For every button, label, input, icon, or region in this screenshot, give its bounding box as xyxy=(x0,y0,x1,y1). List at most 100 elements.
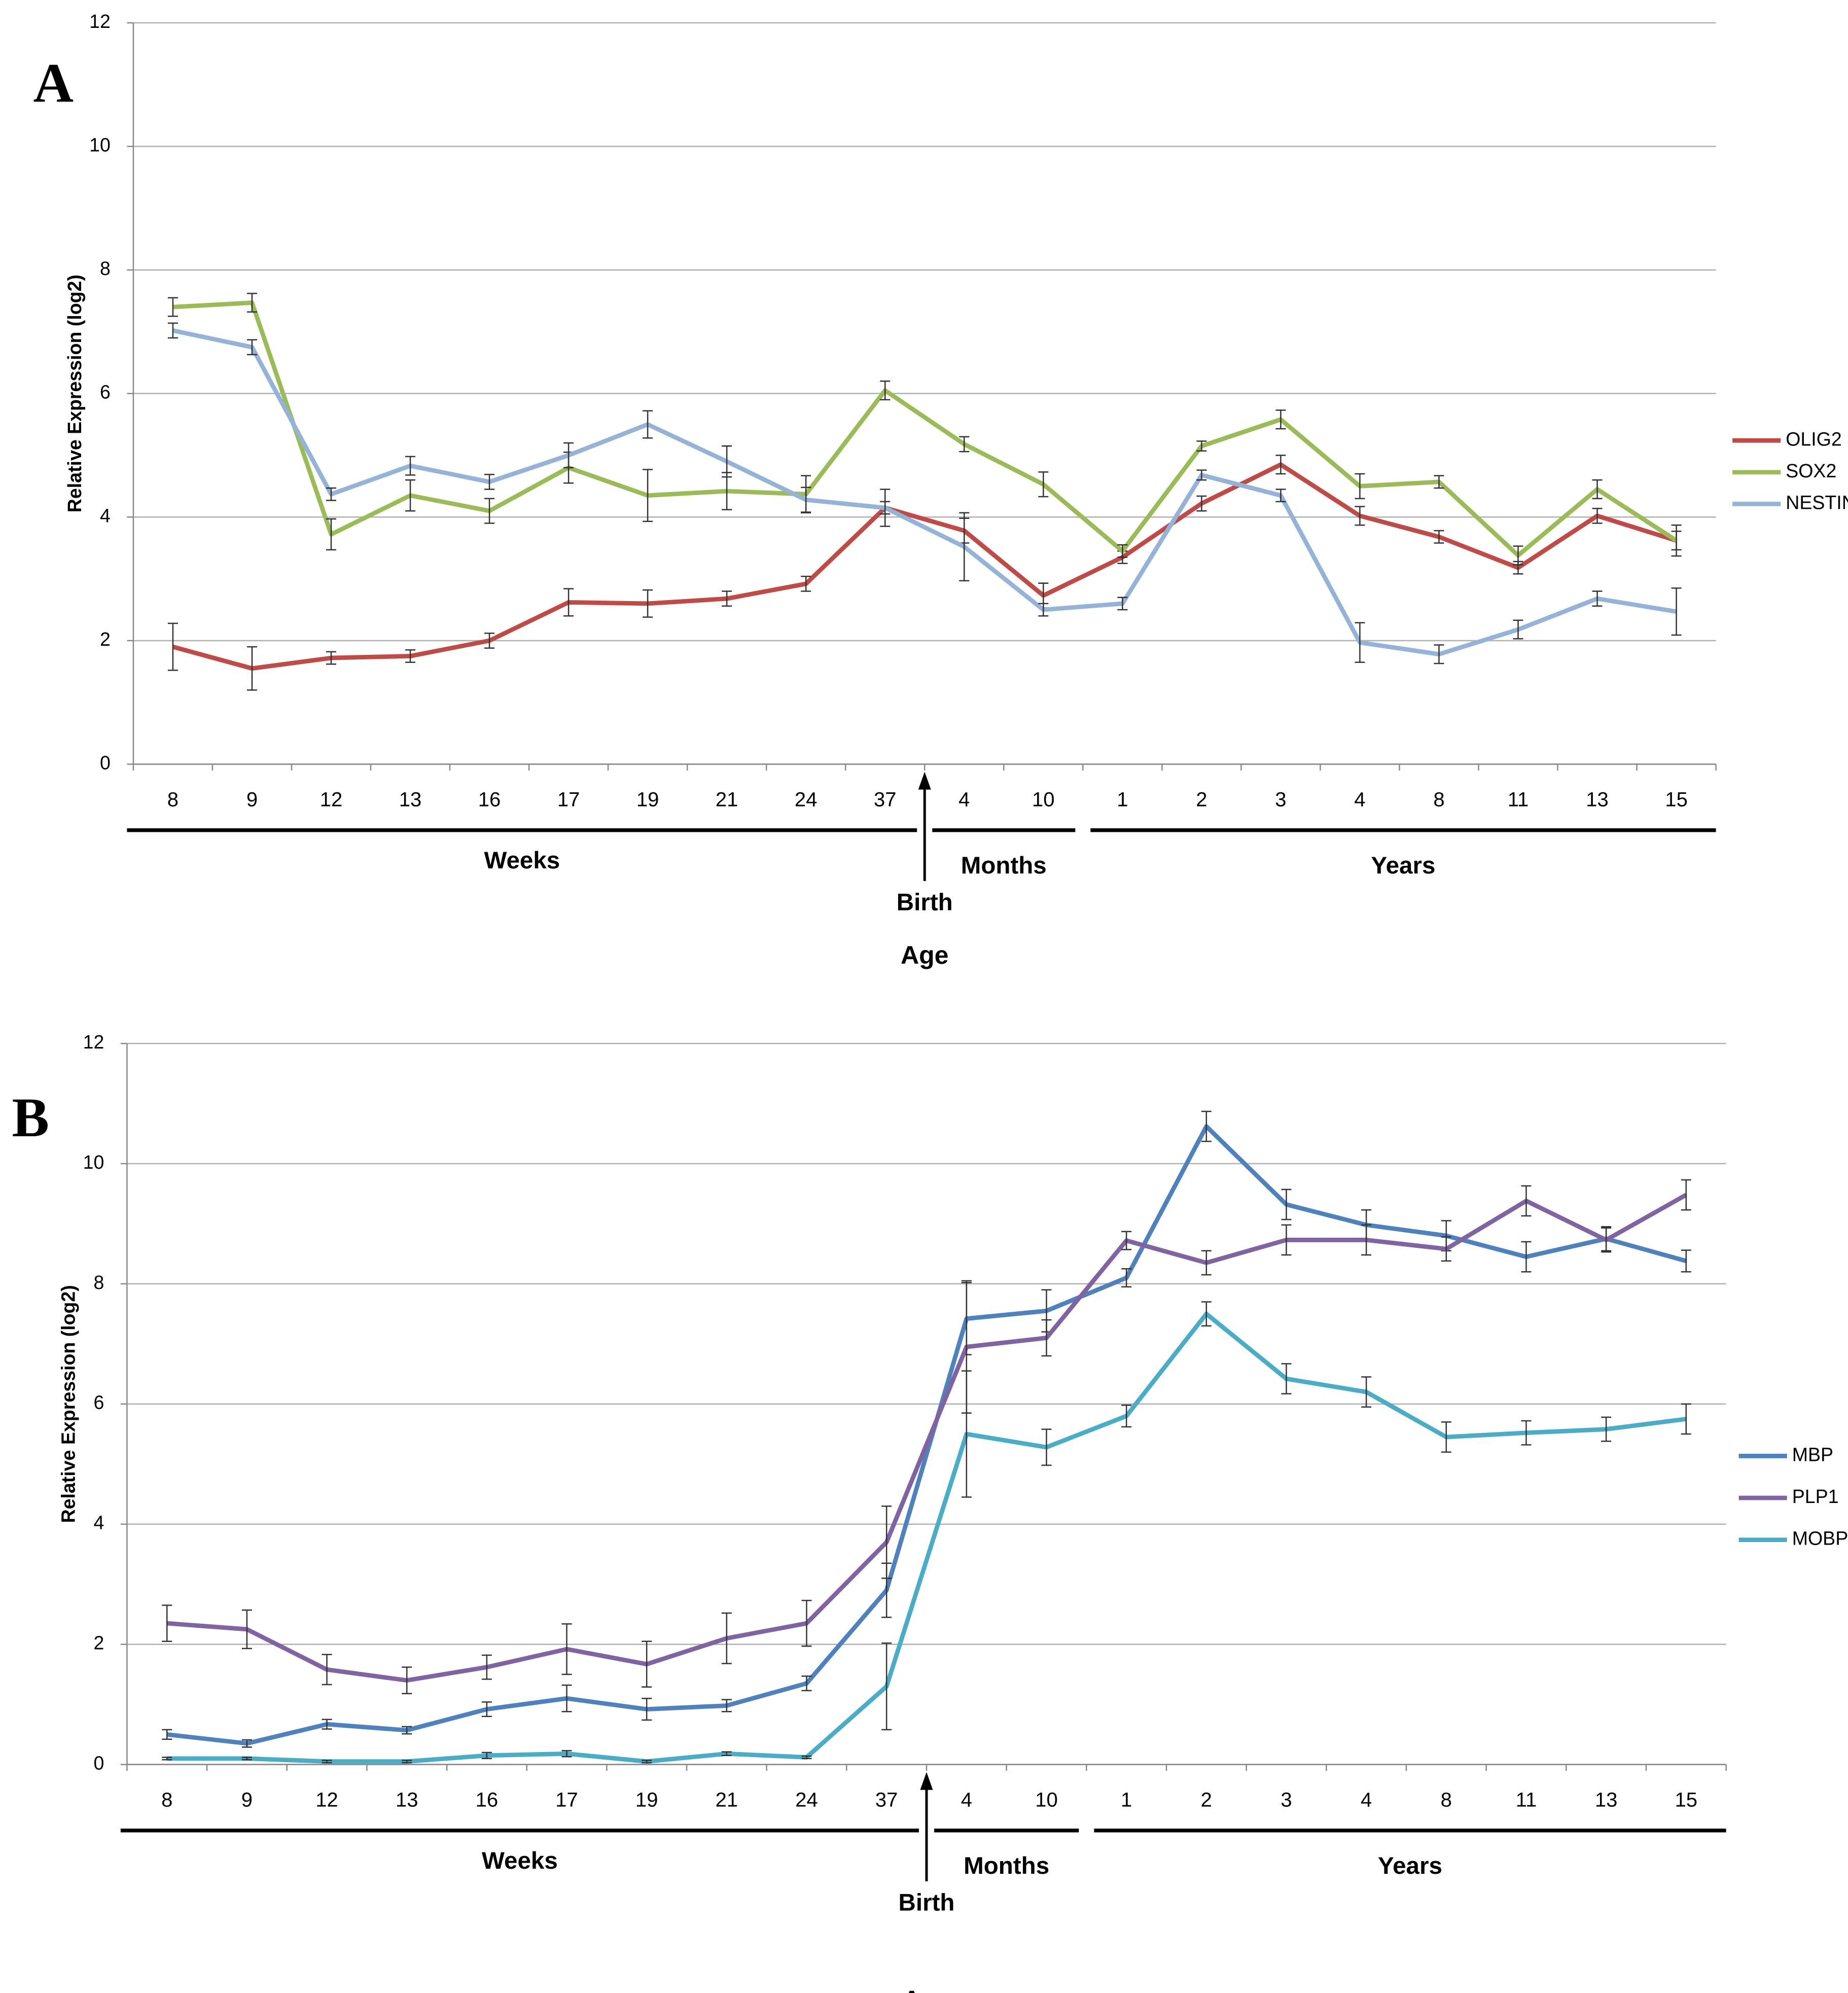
error-bar xyxy=(1513,545,1523,566)
error-bar xyxy=(162,1729,172,1740)
error-bar xyxy=(1681,1179,1691,1211)
error-bar xyxy=(1201,1110,1212,1142)
y-tick-label: 0 xyxy=(100,752,111,773)
y-tick-label: 2 xyxy=(93,1632,104,1654)
error-bar xyxy=(801,486,811,513)
error-bar xyxy=(322,1719,332,1730)
error-bar xyxy=(1281,1363,1292,1394)
series-line xyxy=(172,462,1677,671)
x-tick-label: 17 xyxy=(555,1789,578,1811)
error-bar xyxy=(322,1654,332,1686)
x-tick-label: 9 xyxy=(241,1789,253,1811)
x-tick-label: 19 xyxy=(635,1789,658,1811)
x-tick-label: 4 xyxy=(961,1789,972,1811)
error-bar xyxy=(959,512,970,582)
error-bar xyxy=(881,1642,892,1731)
x-tick-label: 1 xyxy=(1117,789,1128,811)
x-tick-label: 8 xyxy=(1441,1789,1452,1811)
error-bar xyxy=(1355,622,1365,663)
x-tick-label: 8 xyxy=(161,1789,172,1811)
error-bar xyxy=(246,339,257,356)
error-bar xyxy=(405,479,416,512)
error-bar xyxy=(1041,1319,1052,1357)
error-bar xyxy=(481,1752,492,1759)
x-tick-label: 4 xyxy=(1354,789,1365,811)
error-bar xyxy=(1038,471,1049,498)
y-tick-label: 10 xyxy=(89,134,111,156)
error-bar xyxy=(1275,488,1286,503)
legend-label: MOBP xyxy=(1792,1527,1848,1549)
error-bar xyxy=(1681,1403,1691,1435)
error-bar xyxy=(561,1684,572,1712)
group-label: Weeks xyxy=(482,1847,558,1874)
error-bar xyxy=(1513,619,1523,640)
error-bar xyxy=(1121,1268,1132,1288)
y-tick-label: 8 xyxy=(93,1272,104,1293)
error-bar xyxy=(643,410,653,439)
x-tick-label: 3 xyxy=(1275,789,1286,811)
error-bar xyxy=(1601,1416,1612,1442)
error-bar xyxy=(1201,1250,1212,1276)
x-tick-label: 15 xyxy=(1665,789,1688,811)
x-tick-label: 2 xyxy=(1201,1789,1212,1811)
error-bar xyxy=(481,1654,492,1680)
x-tick-label: 13 xyxy=(399,789,422,811)
error-bar xyxy=(1441,1236,1451,1262)
x-tick-label: 11 xyxy=(1508,789,1529,811)
error-bar xyxy=(1361,1376,1372,1408)
error-bar xyxy=(246,293,257,313)
error-bar xyxy=(1521,1241,1532,1273)
group-label: Months xyxy=(961,852,1047,879)
error-bar xyxy=(1434,530,1444,544)
error-bar xyxy=(484,498,495,524)
panel-label: A xyxy=(33,52,74,114)
legend-label: MBP xyxy=(1792,1444,1833,1465)
series-line xyxy=(172,328,1677,657)
x-tick-label: 16 xyxy=(478,789,501,811)
x-tick-label: 13 xyxy=(1586,789,1609,811)
legend-label: NESTIN xyxy=(1786,492,1848,513)
series-line xyxy=(166,1124,1687,1746)
error-bar xyxy=(1117,597,1128,611)
x-tick-label: 21 xyxy=(716,789,738,811)
error-bar xyxy=(402,1726,412,1735)
x-tick-label: 24 xyxy=(795,789,818,811)
x-tick-label: 11 xyxy=(1516,1789,1537,1811)
error-bar xyxy=(1355,473,1365,500)
error-bar xyxy=(1041,1428,1052,1466)
error-bar xyxy=(642,1760,652,1764)
error-bar xyxy=(246,646,257,691)
y-tick-label: 10 xyxy=(83,1151,104,1173)
error-bar xyxy=(1355,506,1365,526)
error-bar xyxy=(1196,469,1207,481)
y-tick-label: 6 xyxy=(93,1392,104,1413)
error-bar xyxy=(1592,590,1603,607)
error-bar xyxy=(561,1623,572,1675)
error-bar xyxy=(801,1599,812,1647)
error-bar xyxy=(642,1640,652,1688)
error-bar xyxy=(1434,475,1444,489)
error-bar xyxy=(484,633,495,649)
error-bar xyxy=(1671,587,1682,636)
x-tick-label: 24 xyxy=(795,1789,818,1811)
error-bar xyxy=(721,1612,732,1664)
y-tick-label: 4 xyxy=(93,1512,104,1533)
error-bar xyxy=(1121,1231,1132,1250)
panel-label: B xyxy=(12,1087,49,1148)
error-bar xyxy=(326,487,337,501)
x-tick-label: 13 xyxy=(396,1789,418,1811)
x-tick-label: 3 xyxy=(1281,1789,1292,1811)
legend-label: OLIG2 xyxy=(1786,428,1842,449)
error-bar xyxy=(1117,544,1128,558)
error-bar xyxy=(1196,495,1207,512)
y-tick-label: 12 xyxy=(83,1031,104,1053)
y-tick-label: 4 xyxy=(100,505,111,526)
group-label: Weeks xyxy=(484,847,560,874)
x-tick-label: 2 xyxy=(1196,789,1207,811)
y-tick-label: 6 xyxy=(100,381,111,403)
x-tick-label: 4 xyxy=(958,789,970,811)
x-tick-label: 9 xyxy=(246,789,258,811)
error-bar xyxy=(162,1604,172,1642)
x-tick-label: 37 xyxy=(875,1789,898,1811)
